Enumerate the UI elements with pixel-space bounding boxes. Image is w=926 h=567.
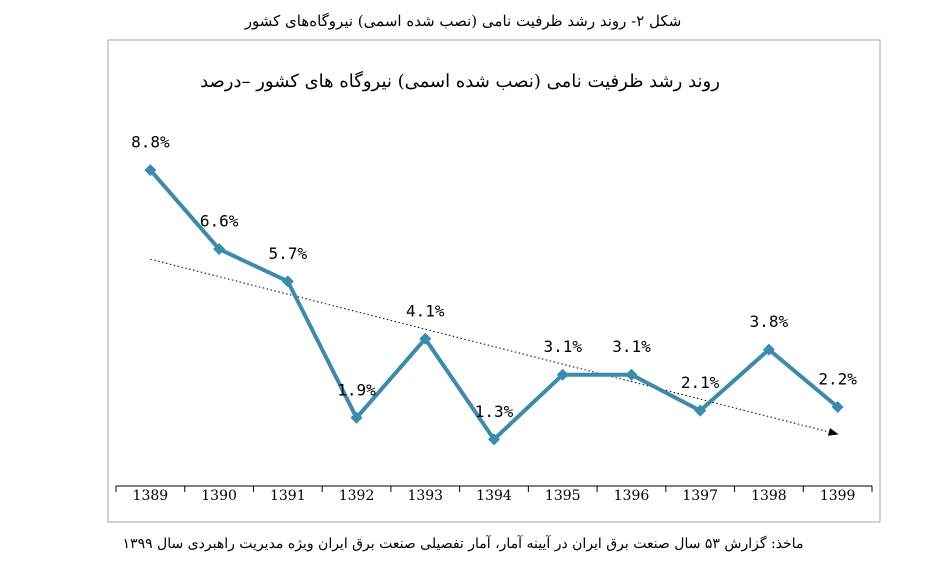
data-point [625, 368, 638, 381]
x-tick-label: 1391 [270, 488, 306, 504]
data-label: 1.9% [337, 380, 376, 399]
data-point [419, 332, 432, 345]
data-label: 3.1% [543, 337, 582, 356]
x-tick-label: 1396 [614, 488, 650, 504]
data-label: 5.7% [269, 244, 308, 263]
chart-title: روند رشد ظرفیت نامی (نصب شده اسمی) نیروگ… [200, 70, 720, 92]
x-tick-label: 1398 [751, 488, 787, 504]
data-point [213, 243, 226, 256]
data-point [144, 164, 157, 177]
source-note: ماخذ: گزارش ۵۳ سال صنعت برق ایران در آیی… [123, 534, 804, 552]
x-tick-label: 1392 [339, 488, 375, 504]
x-tick-label: 1394 [476, 488, 512, 504]
data-point [488, 433, 500, 446]
data-point [762, 343, 775, 356]
data-label: 2.1% [681, 373, 720, 392]
data-point [556, 368, 569, 381]
data-point [831, 401, 844, 414]
data-point [694, 404, 707, 417]
x-tick-label: 1390 [201, 488, 237, 504]
data-label: 6.6% [200, 212, 239, 231]
data-label: 1.3% [475, 402, 514, 421]
figure-caption: شکل ۲- روند رشد ظرفیت نامی (نصب شده اسمی… [244, 12, 682, 30]
x-tick-label: 1395 [545, 488, 581, 504]
data-point [350, 411, 363, 424]
data-label: 3.1% [612, 337, 651, 356]
x-tick-label: 1397 [682, 488, 718, 504]
x-tick-label: 1389 [133, 488, 169, 504]
data-label: 2.2% [818, 370, 857, 389]
data-point [281, 275, 294, 288]
chart-frame [107, 39, 881, 523]
data-label: 8.8% [131, 133, 170, 152]
x-tick-label: 1393 [407, 488, 443, 504]
x-tick-label: 1399 [820, 488, 856, 504]
data-label: 4.1% [406, 301, 445, 320]
data-label: 3.8% [750, 312, 789, 331]
data-line [148, 168, 839, 442]
